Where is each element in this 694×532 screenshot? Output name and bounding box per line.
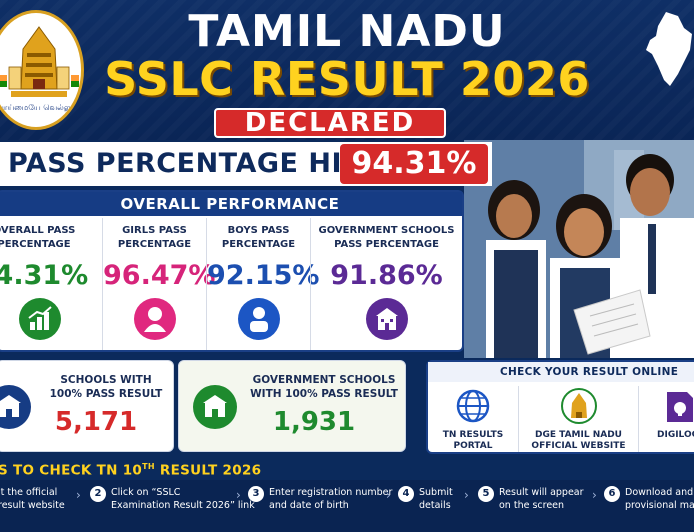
steps-bar: it the official result website › 2 Click… — [0, 480, 694, 532]
step-line2: details — [419, 500, 451, 511]
school-building-icon — [0, 385, 31, 429]
school-building-icon — [193, 385, 237, 429]
stat-label: GOVERNMENT SCHOOLS PASS PERCENTAGE — [311, 224, 462, 252]
card-label: GOVERNMENT SCHOOLS WITH 100% PASS RESULT — [249, 373, 399, 401]
stat-label-line1: GIRLS PASS — [122, 225, 187, 236]
pass-percentage-banner: PASS PERCENTAGE HITS 94.31% — [0, 142, 492, 186]
stat-girls-pass: GIRLS PASS PERCENTAGE 96.47% — [102, 218, 216, 350]
temple-gopuram-icon — [0, 26, 79, 97]
online-label-line1: DGE TAMIL NADU — [535, 430, 622, 440]
chevron-right-icon: › — [76, 488, 81, 502]
step-number: 5 — [478, 486, 494, 502]
pass-percentage-label: PASS PERCENTAGE HITS — [8, 148, 381, 179]
online-item-label: TN RESULTS PORTAL — [428, 430, 518, 452]
stat-label-line1: GOVERNMENT SCHOOLS — [318, 225, 455, 236]
step-line1: Result will appear — [499, 487, 584, 498]
stat-value: 96.47% — [103, 260, 216, 291]
digilocker-link[interactable]: DIGILOC — [638, 386, 694, 452]
step-5: Result will appear on the screen — [499, 486, 584, 512]
page-title-line1: TAMIL NADU — [188, 6, 506, 57]
stat-value: 91.86% — [330, 260, 443, 291]
declared-badge: DECLARED — [214, 108, 446, 138]
card-label: SCHOOLS WITH 100% PASS RESULT — [41, 373, 171, 401]
globe-icon — [456, 389, 490, 423]
step-2: Click on “SSLC Examination Result 2026” … — [111, 486, 255, 512]
step-line2: and date of birth — [269, 500, 349, 511]
chevron-right-icon: › — [464, 488, 469, 502]
stat-label-line2: PERCENTAGE — [0, 239, 71, 250]
tn-emblem-icon — [561, 388, 597, 424]
step-line1: Enter registration number — [269, 487, 393, 498]
page-title-line2: SSLC RESULT 2026 — [104, 52, 590, 106]
step-6: Download and s provisional mar — [625, 486, 694, 512]
stat-label: BOYS PASS PERCENTAGE — [207, 224, 310, 252]
online-item-label: DGE TAMIL NADU OFFICIAL WEBSITE — [519, 430, 638, 452]
stat-label: GIRLS PASS PERCENTAGE — [103, 224, 206, 252]
step-3: Enter registration number and date of bi… — [269, 486, 392, 512]
students-photo — [464, 140, 694, 358]
step-line2: Examination Result 2026” link — [111, 500, 255, 511]
girl-icon — [133, 298, 176, 340]
card-label-line2: 100% PASS RESULT — [49, 388, 163, 400]
online-label-line2: OFFICIAL WEBSITE — [531, 441, 626, 451]
card-value: 1,931 — [272, 407, 356, 437]
stat-label-line2: PERCENTAGE — [117, 239, 192, 250]
card-value: 5,171 — [54, 407, 138, 437]
step-4: Submit details — [419, 486, 453, 512]
chevron-right-icon: › — [386, 488, 391, 502]
step-number: 2 — [90, 486, 106, 502]
step-number: 3 — [248, 486, 264, 502]
check-result-online-heading: CHECK YOUR RESULT ONLINE — [428, 362, 694, 382]
step-number: 4 — [398, 486, 414, 502]
government-schools-100-percent-card: GOVERNMENT SCHOOLS WITH 100% PASS RESULT… — [178, 360, 406, 452]
stat-government-schools-pass: GOVERNMENT SCHOOLS PASS PERCENTAGE 91.86… — [310, 218, 462, 350]
school-building-icon — [365, 298, 408, 340]
step-number: 6 — [604, 486, 620, 502]
growth-chart-icon — [18, 298, 61, 340]
schools-100-percent-card: SCHOOLS WITH 100% PASS RESULT 5,171 — [0, 360, 174, 452]
header-banner — [0, 0, 694, 140]
stat-label: OVERALL PASS PERCENTAGE — [0, 224, 102, 252]
overall-performance-heading: OVERALL PERFORMANCE — [0, 192, 462, 216]
step-line1: Submit — [419, 487, 453, 498]
tn-emblem-logo: வாய்மையே வெல்லும் — [0, 10, 84, 130]
check-result-online-panel: CHECK YOUR RESULT ONLINE TN RESULTS PORT… — [426, 360, 694, 454]
boy-icon — [237, 298, 280, 340]
tn-results-portal-link[interactable]: TN RESULTS PORTAL — [428, 386, 518, 452]
chevron-right-icon: › — [592, 488, 597, 502]
stat-label-line1: BOYS PASS — [227, 225, 290, 236]
step-line1: Click on “SSLC — [111, 487, 181, 498]
stat-overall-pass: OVERALL PASS PERCENTAGE 94.31% — [0, 218, 102, 350]
overall-performance-panel: OVERALL PERFORMANCE OVERALL PASS PERCENT… — [0, 190, 464, 352]
step-line2: result website — [0, 500, 65, 511]
card-label-line1: SCHOOLS WITH — [60, 374, 152, 386]
steps-heading: S TO CHECK TN 10TH RESULT 2026 — [0, 462, 262, 479]
stat-label-line2: PASS PERCENTAGE — [334, 239, 439, 250]
tamil-nadu-map-icon — [646, 12, 692, 86]
stat-label-line1: OVERALL PASS — [0, 225, 76, 236]
stat-value: 94.31% — [0, 260, 89, 291]
online-label-line1: TN RESULTS — [442, 430, 504, 440]
online-label-line1: DIGILOC — [657, 430, 694, 440]
online-item-label: DIGILOC — [657, 430, 694, 441]
emblem-motto: வாய்மையே வெல்லும் — [0, 103, 79, 112]
step-line2: on the screen — [499, 500, 565, 511]
step-line1: Download and s — [625, 487, 694, 498]
stat-value: 92.15% — [207, 260, 320, 291]
online-label-line2: PORTAL — [453, 441, 493, 451]
step-line2: provisional mar — [625, 500, 694, 511]
chevron-right-icon: › — [236, 488, 241, 502]
pass-percentage-value: 94.31% — [340, 144, 488, 184]
card-label-line1: GOVERNMENT SCHOOLS — [252, 374, 396, 386]
stat-label-line2: PERCENTAGE — [221, 239, 296, 250]
dge-official-website-link[interactable]: DGE TAMIL NADU OFFICIAL WEBSITE — [518, 386, 638, 452]
step-line1: it the official — [0, 487, 58, 498]
stat-boys-pass: BOYS PASS PERCENTAGE 92.15% — [206, 218, 320, 350]
step-1: it the official result website — [0, 486, 65, 512]
card-label-line2: WITH 100% PASS RESULT — [250, 388, 398, 400]
digilocker-icon — [667, 392, 693, 422]
